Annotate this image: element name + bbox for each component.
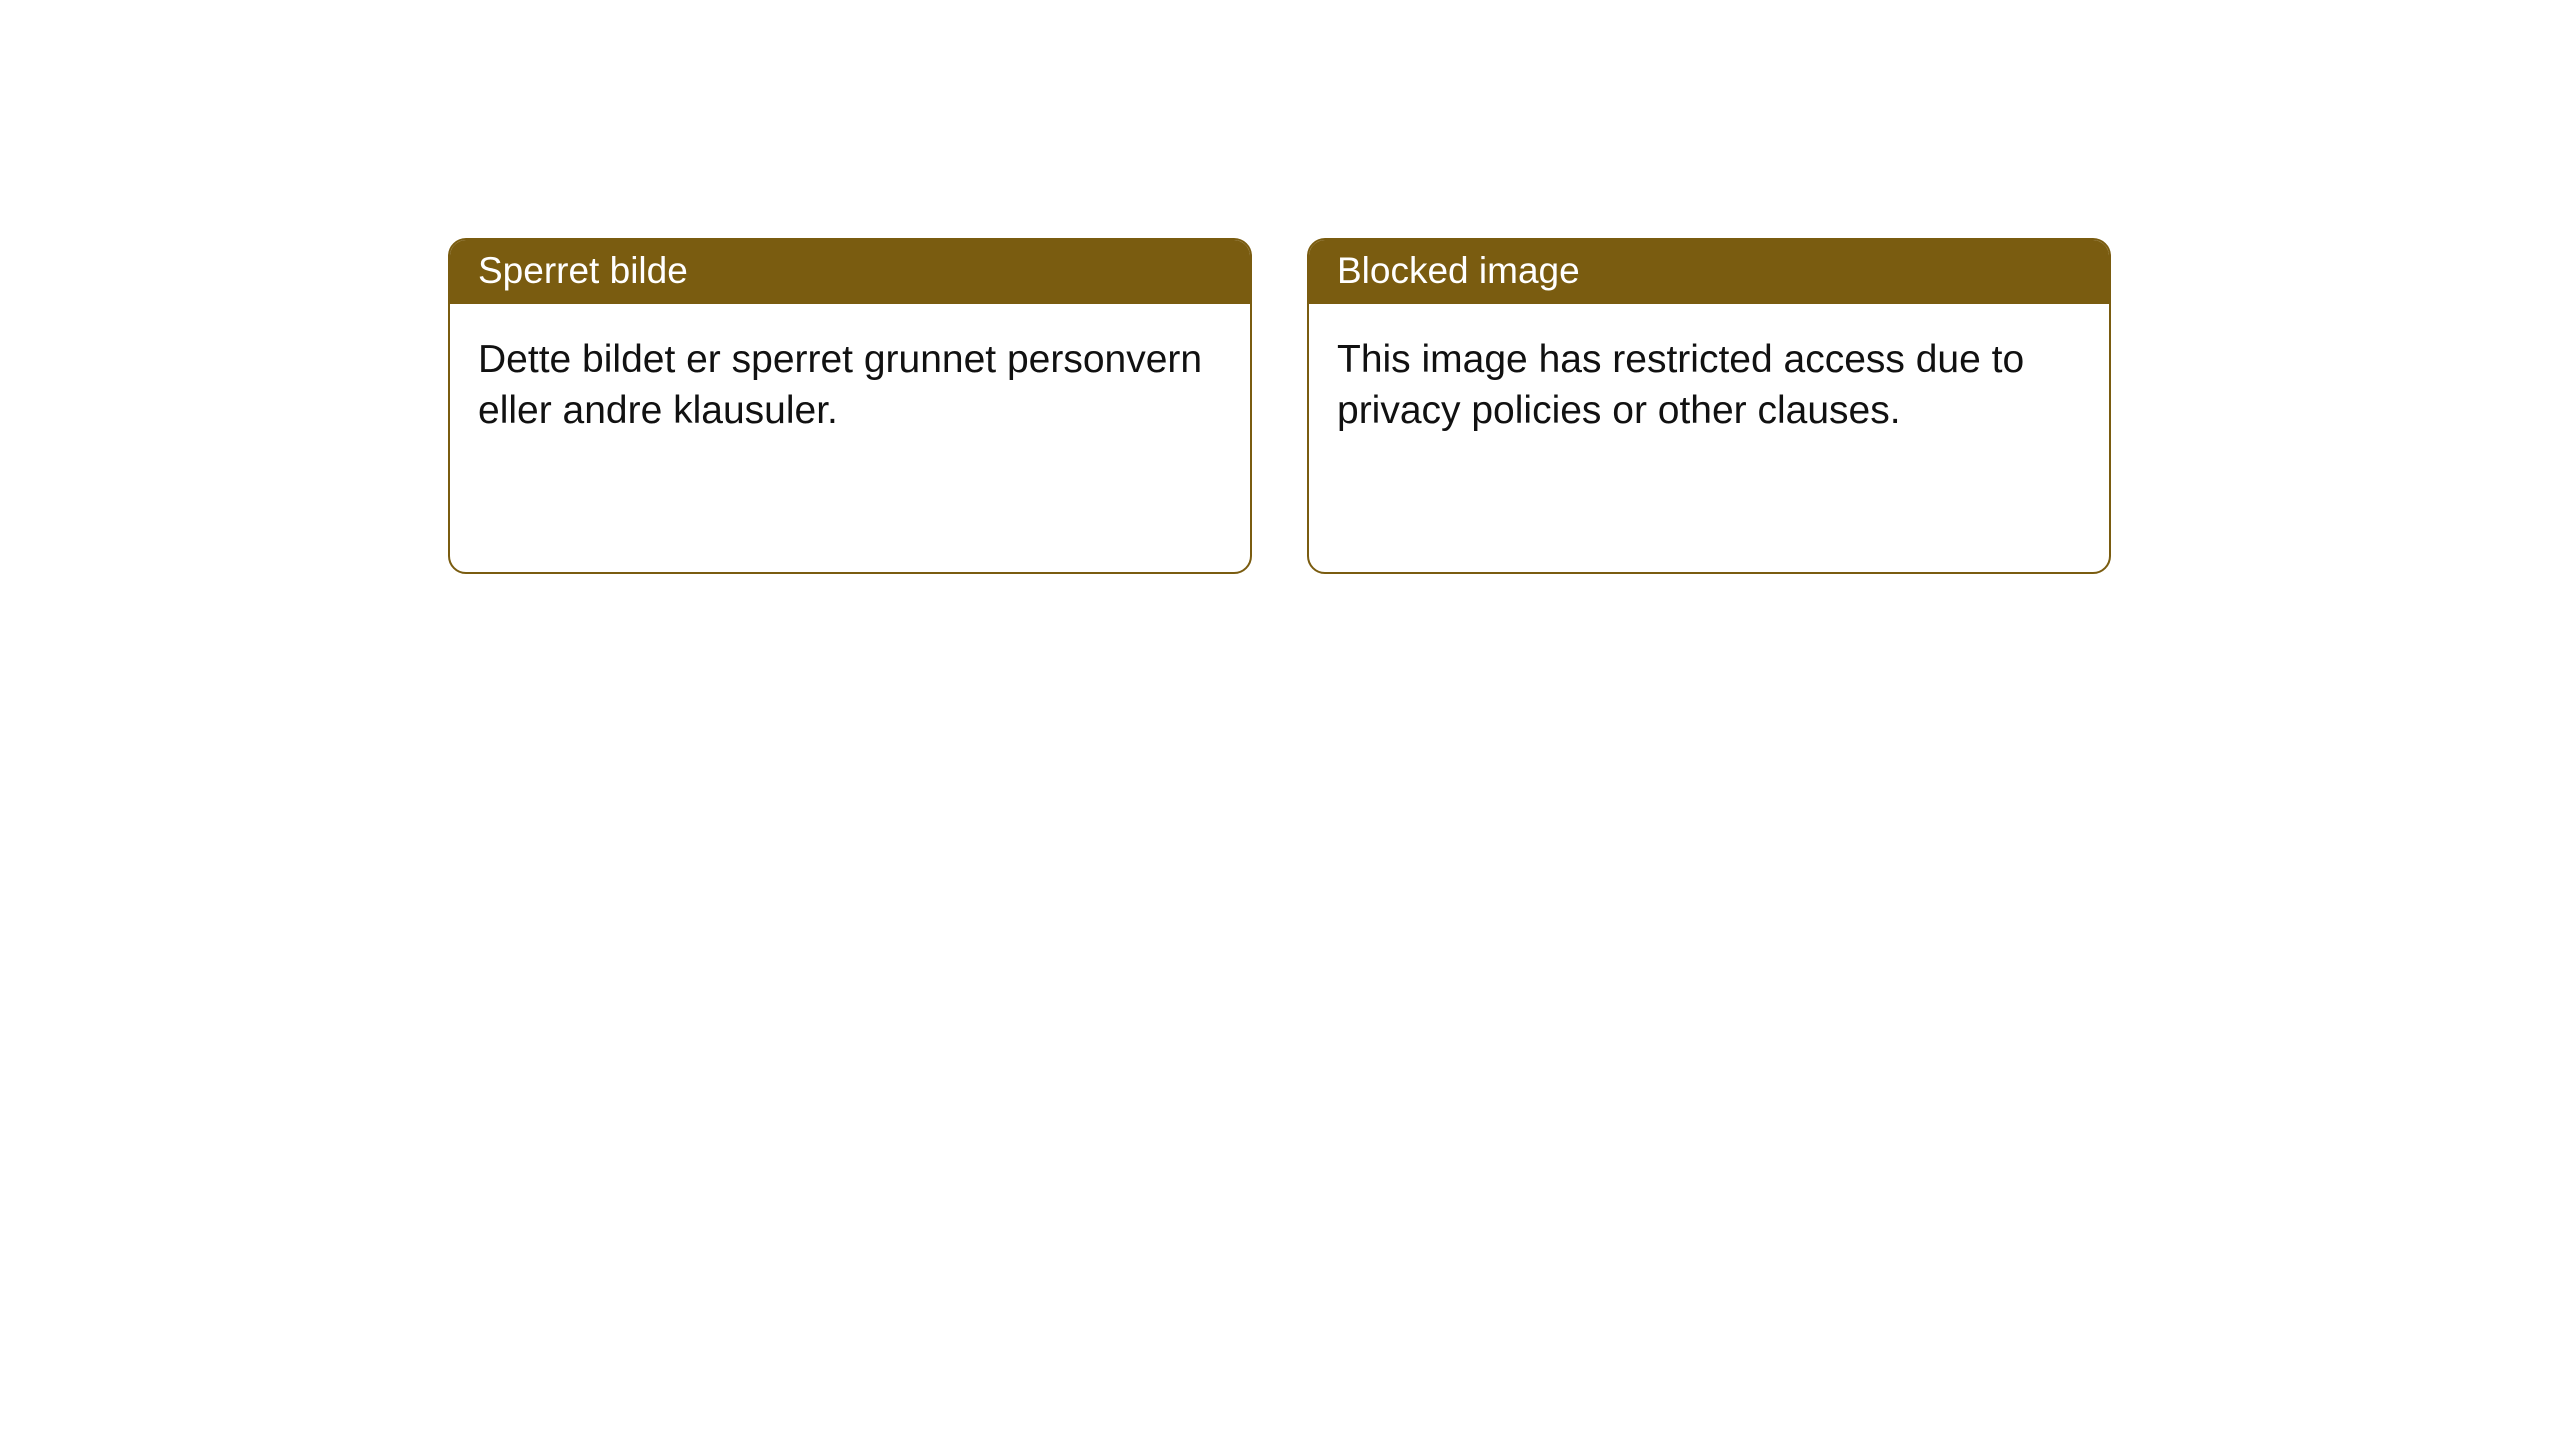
card-body-text: This image has restricted access due to … bbox=[1337, 338, 2024, 432]
card-header: Blocked image bbox=[1309, 240, 2109, 304]
card-container: Sperret bilde Dette bildet er sperret gr… bbox=[0, 0, 2560, 574]
card-title: Sperret bilde bbox=[478, 250, 688, 291]
card-body-text: Dette bildet er sperret grunnet personve… bbox=[478, 338, 1202, 432]
card-body: This image has restricted access due to … bbox=[1309, 304, 2109, 467]
card-header: Sperret bilde bbox=[450, 240, 1250, 304]
blocked-image-card-en: Blocked image This image has restricted … bbox=[1307, 238, 2111, 574]
card-body: Dette bildet er sperret grunnet personve… bbox=[450, 304, 1250, 467]
card-title: Blocked image bbox=[1337, 250, 1580, 291]
blocked-image-card-no: Sperret bilde Dette bildet er sperret gr… bbox=[448, 238, 1252, 574]
